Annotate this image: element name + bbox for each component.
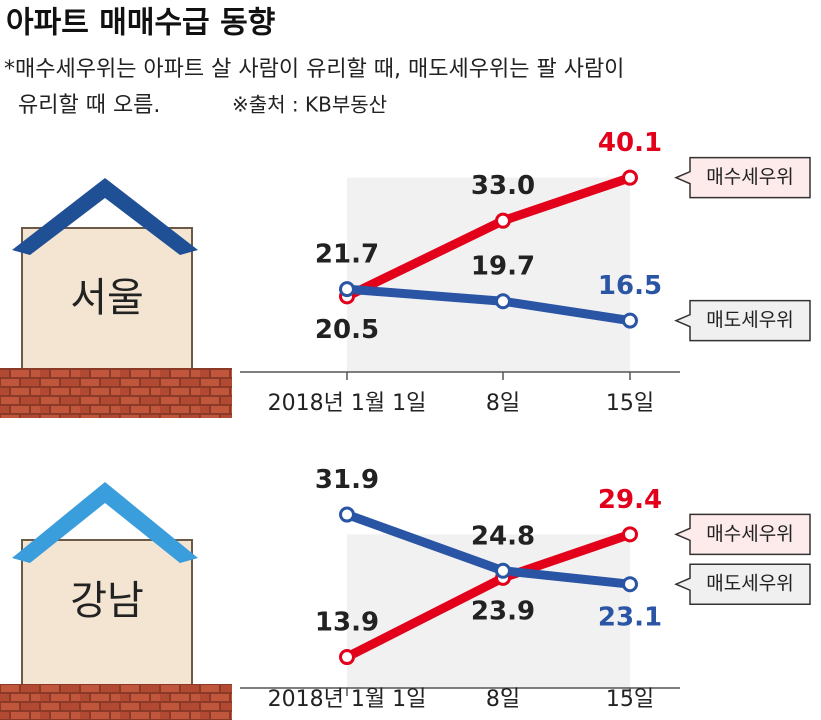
- legend-box: [674, 299, 811, 342]
- point: [622, 576, 638, 593]
- point: [339, 281, 355, 298]
- point: [495, 212, 511, 229]
- value-label: 31.9: [315, 465, 379, 495]
- point: [495, 562, 511, 579]
- point: [622, 169, 638, 186]
- legend-box: [674, 563, 811, 605]
- house: [0, 482, 232, 720]
- x-tick-label: 2018년 1월 1일: [268, 687, 427, 712]
- point: [622, 312, 638, 329]
- legend-box: [674, 156, 811, 199]
- legend-label: 매도세우위: [706, 573, 793, 595]
- value-label: 16.5: [598, 271, 662, 301]
- region-label: 강남: [70, 578, 144, 624]
- value-label: 33.0: [471, 171, 535, 201]
- legend-item: 매수세우위: [674, 156, 811, 199]
- legend-label: 매수세우위: [706, 166, 793, 188]
- x-tick-label: 15일: [606, 687, 654, 712]
- value-label: 24.8: [471, 521, 535, 551]
- value-label: 21.7: [315, 240, 379, 270]
- note: *매수세우위는 아파트 살 사람이 유리할 때, 매도세우위는 팔 사람이: [4, 57, 624, 82]
- legend-item: 매도세우위: [674, 299, 811, 342]
- value-label: 20.5: [315, 315, 379, 345]
- house: [0, 178, 232, 418]
- value-label: 23.1: [598, 603, 662, 633]
- x-tick-label: 8일: [486, 391, 520, 416]
- x-tick-label: 15일: [606, 391, 654, 416]
- legend-label: 매도세우위: [706, 309, 793, 331]
- legend-item: 매수세우위: [674, 513, 811, 556]
- value-label: 13.9: [315, 608, 379, 638]
- title: 아파트 매매수급 동향: [6, 6, 275, 41]
- point: [622, 526, 638, 543]
- legend-box: [674, 513, 811, 556]
- legend-item: 매도세우위: [674, 563, 811, 605]
- value-label: 19.7: [471, 252, 535, 282]
- point: [339, 649, 355, 666]
- value-label: 23.9: [471, 596, 535, 626]
- shade: [347, 534, 630, 688]
- point: [495, 293, 511, 310]
- source: ※출처 : KB부동산: [232, 93, 387, 117]
- point: [339, 506, 355, 523]
- x-tick-label: 2018년 1월 1일: [268, 391, 427, 416]
- x-tick-label: 8일: [486, 687, 520, 712]
- value-label: 40.1: [598, 128, 662, 158]
- region-label: 서울: [70, 275, 144, 321]
- legend-label: 매수세우위: [706, 523, 793, 545]
- value-label: 29.4: [598, 485, 662, 515]
- note: 유리할 때 오름.: [18, 93, 160, 118]
